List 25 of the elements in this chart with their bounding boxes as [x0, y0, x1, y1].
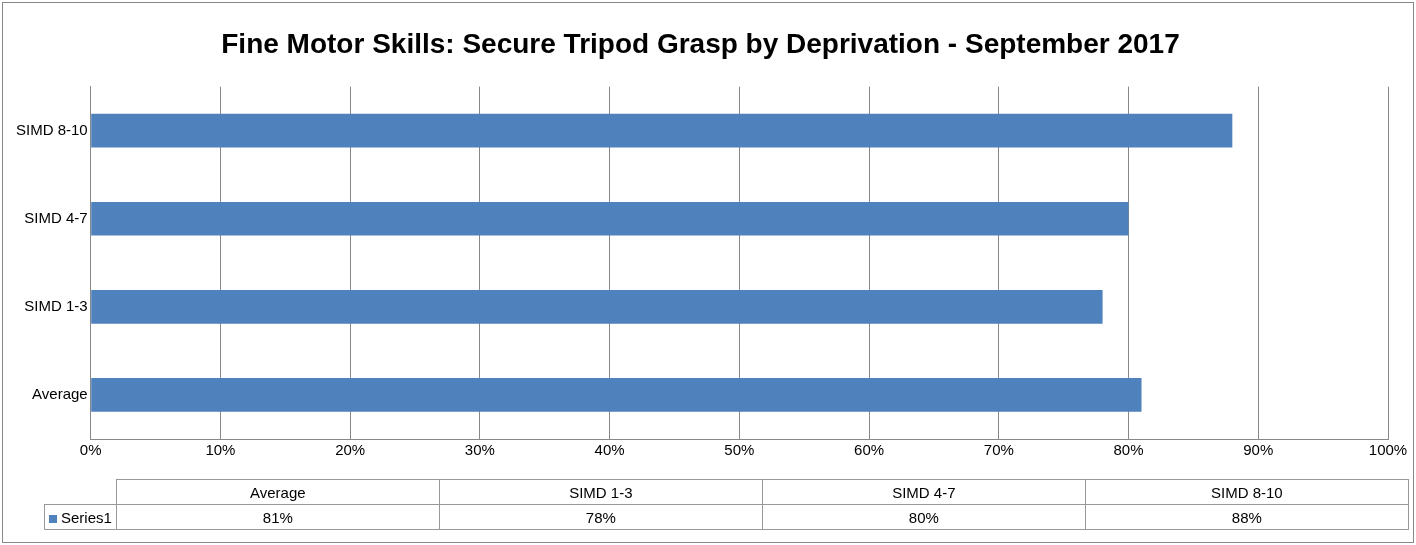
category-label: SIMD 4-7: [892, 483, 956, 501]
x-tick-label: 40%: [594, 441, 625, 459]
category-label: Average: [250, 483, 306, 501]
text: 80%: [908, 508, 939, 526]
y-tick-label: Average: [32, 385, 88, 403]
y-tick-label: SIMD 8-10: [15, 120, 88, 138]
x-tick-label: 70%: [983, 441, 1014, 459]
x-tick-label: 0%: [79, 441, 102, 459]
category-label: SIMD 8-10: [1211, 483, 1283, 501]
x-tick-label: 60%: [854, 441, 885, 459]
x-tick-label: 100%: [1368, 441, 1408, 459]
text: 88%: [1231, 508, 1262, 526]
y-tick-label: SIMD 4-7: [24, 208, 88, 226]
chart-title: Fine Motor Skills: Secure Tripod Grasp by Deprivation - September 2017: [221, 27, 1180, 59]
x-tick-label: 90%: [1243, 441, 1274, 459]
text: 78%: [585, 508, 616, 526]
x-tick-label: 30%: [464, 441, 495, 459]
category-label: SIMD 1-3: [569, 483, 633, 501]
x-tick-label: 50%: [724, 441, 755, 459]
x-tick-label: 10%: [205, 441, 236, 459]
y-tick-label: SIMD 1-3: [24, 296, 88, 314]
text: 81%: [262, 508, 293, 526]
x-tick-label: 20%: [335, 441, 366, 459]
legend-label: Series1: [44, 504, 117, 530]
x-tick-label: 80%: [1113, 441, 1144, 459]
